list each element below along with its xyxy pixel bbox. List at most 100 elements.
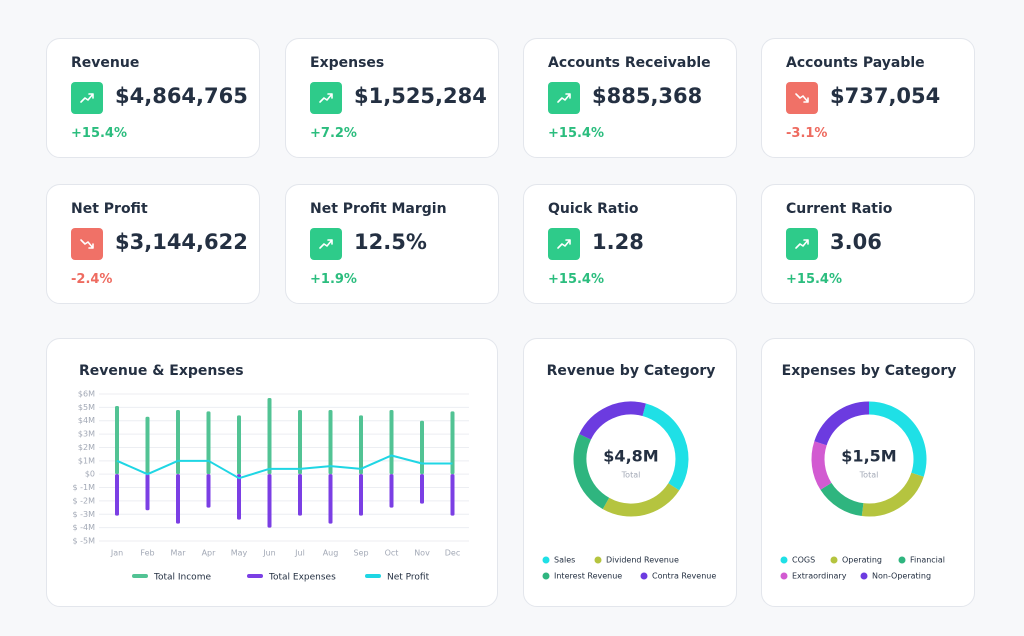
bar	[237, 474, 241, 520]
kpi-value: $3,144,622	[115, 230, 248, 254]
kpi-card: Net Profit $3,144,622 -2.4%	[46, 184, 260, 304]
chart-card: Revenue & Expenses $6M $5M $4M $3M $2M $1M $0 $ …	[46, 338, 498, 607]
y-tick-label: $ -4M	[72, 523, 95, 532]
kpi-change: -3.1%	[786, 126, 828, 141]
donut-segment	[811, 441, 832, 490]
trend-arrow	[795, 239, 809, 249]
kpi-value: $737,054	[830, 84, 941, 108]
legend-dot	[594, 556, 602, 564]
trend-arrow	[80, 239, 94, 249]
arrow	[557, 93, 571, 103]
bar	[450, 474, 455, 516]
kpi-card: Revenue $4,864,765 +15.4%	[46, 38, 260, 158]
chart: Revenue by Category $4,8M Total Sales Divide…	[542, 363, 716, 581]
bar	[176, 410, 180, 475]
chart: Revenue & Expenses $6M $5M $4M $3M $2M $1M $0 $ …	[72, 363, 469, 583]
x-tick-label: Sep	[353, 549, 368, 558]
kpi-change: +15.4%	[548, 126, 604, 141]
legend-dot	[542, 572, 550, 580]
kpi-card: Accounts Payable $737,054 -3.1%	[761, 38, 975, 158]
bar	[115, 406, 119, 475]
arrow	[319, 239, 333, 249]
bar	[115, 474, 119, 516]
x-tick-label: May	[231, 549, 248, 558]
legend-label: Operating	[842, 556, 882, 565]
kpi-value: $4,864,765	[115, 84, 248, 108]
bar	[328, 474, 333, 524]
x-tick-label: Oct	[385, 549, 399, 558]
kpi-title: Quick Ratio	[548, 201, 639, 217]
x-tick-label: Apr	[202, 549, 217, 558]
legend-label: Dividend Revenue	[606, 556, 679, 565]
bar	[420, 474, 424, 504]
line	[116, 454, 453, 480]
trend-icon	[548, 82, 580, 114]
x-tick-label: Nov	[414, 549, 430, 558]
trend-arrow	[319, 93, 333, 103]
bar	[359, 474, 363, 516]
x-tick-label: Aug	[323, 549, 339, 558]
bar	[176, 474, 180, 524]
legend-dot	[780, 556, 788, 564]
legend-label: Extraordinary	[792, 572, 847, 581]
bar	[450, 411, 455, 475]
bar	[389, 410, 394, 475]
arrow	[557, 239, 571, 249]
legend-label: Interest Revenue	[554, 572, 622, 581]
bar	[267, 398, 272, 475]
y-tick-label: $3M	[78, 430, 95, 439]
chart-title: Revenue by Category	[547, 363, 716, 379]
arrow	[795, 239, 809, 249]
kpi-change: +15.4%	[71, 126, 127, 141]
arrow	[319, 93, 333, 103]
kpi-title: Accounts Receivable	[548, 55, 711, 71]
donut-segment	[861, 472, 924, 517]
chart-title: Revenue & Expenses	[79, 363, 244, 379]
kpi-card: Quick Ratio 1.28 +15.4%	[523, 184, 737, 304]
arrow	[795, 93, 809, 103]
legend-label: Contra Revenue	[652, 572, 716, 581]
legend-swatch	[247, 574, 263, 578]
legend-label: COGS	[792, 556, 815, 565]
kpi-value: $1,525,284	[354, 84, 487, 108]
y-tick-label: $ -2M	[72, 496, 95, 505]
donut-segment	[642, 403, 689, 491]
y-tick-label: $ -3M	[72, 510, 95, 519]
kpi-change: +15.4%	[548, 272, 604, 287]
y-tick-label: $ -5M	[72, 537, 95, 546]
donut-segment	[820, 482, 864, 517]
bar	[206, 474, 211, 508]
donut-segment	[579, 401, 646, 440]
x-tick-label: Jan	[110, 549, 123, 558]
kpi-title: Net Profit	[71, 201, 148, 217]
bar	[389, 474, 394, 508]
kpi-card: Current Ratio 3.06 +15.4%	[761, 184, 975, 304]
legend-label: Total Income	[153, 573, 211, 583]
center-sublabel: Total	[859, 471, 879, 480]
legend-dot	[898, 556, 906, 564]
trend-arrow	[557, 239, 571, 249]
legend-dot	[542, 556, 550, 564]
chart-card: Revenue by Category $4,8M Total Sales Divide…	[523, 338, 737, 607]
legend-label: Total Expenses	[268, 573, 336, 583]
chart-card: Expenses by Category $1,5M Total COGS Operat…	[761, 338, 975, 607]
kpi-change: -2.4%	[71, 272, 113, 287]
legend-label: Net Profit	[387, 573, 430, 583]
kpi-title: Current Ratio	[786, 201, 893, 217]
legend-swatch	[132, 574, 148, 578]
bar	[145, 474, 150, 511]
donut-segment	[602, 482, 680, 517]
kpi-change: +7.2%	[310, 126, 357, 141]
bar	[328, 410, 333, 475]
arrow	[80, 93, 94, 103]
donut-segment	[573, 433, 610, 510]
legend-label: Financial	[910, 556, 945, 565]
center-label: $4,8M	[603, 447, 658, 466]
bar	[298, 410, 302, 475]
kpi-title: Net Profit Margin	[310, 201, 447, 217]
legend-label: Non-Operating	[872, 572, 931, 581]
y-tick-label: $2M	[78, 443, 95, 452]
y-tick-label: $0	[85, 470, 95, 479]
trend-icon	[310, 82, 342, 114]
chart: Expenses by Category $1,5M Total COGS Operat…	[780, 363, 956, 581]
